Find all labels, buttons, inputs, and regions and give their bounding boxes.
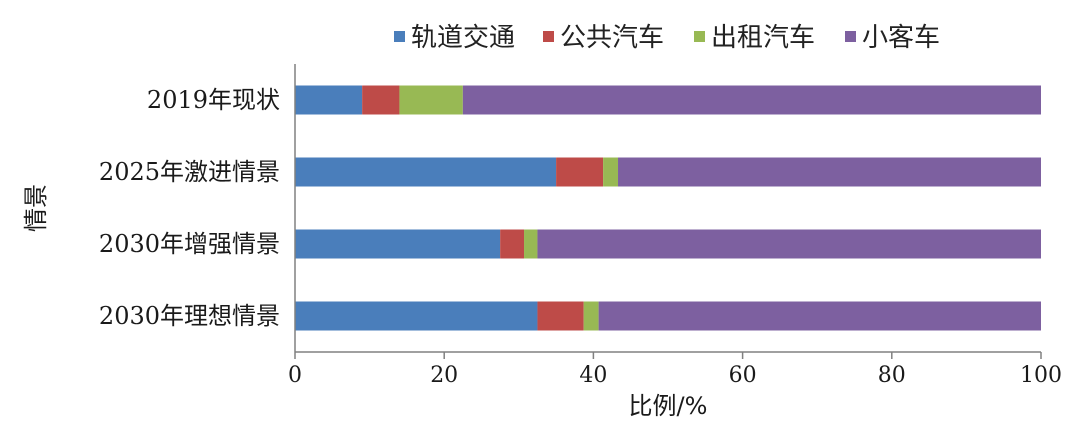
x-tick-label-6: 100 — [1020, 363, 1062, 388]
x-tick-label-5: 80 — [878, 363, 906, 388]
bars — [295, 85, 1042, 331]
legend: 轨道交通 公共汽车 出租汽车 小客车 — [394, 23, 940, 53]
bar-segment-1-2 — [362, 85, 400, 115]
bar-segment-3-4 — [537, 229, 1041, 259]
x-axis-title: 比例/% — [629, 392, 708, 420]
category-label-4: 2030年理想情景 — [99, 302, 280, 330]
bar-segment-4-1 — [295, 301, 538, 331]
bar-segment-3-3 — [524, 229, 538, 259]
bar-segment-1-1 — [295, 85, 363, 115]
bar-segment-2-4 — [618, 157, 1041, 187]
x-axis — [294, 64, 1041, 353]
bar-segment-4-4 — [598, 301, 1041, 331]
legend-label-4: 小客车 — [862, 23, 940, 53]
bar-segment-1-4 — [462, 85, 1042, 115]
category-labels: 2019年现状 2025年激进情景 2030年增强情景 2030年理想情景 — [99, 86, 280, 330]
category-label-1: 2019年现状 — [147, 86, 280, 114]
x-tick-label-3: 40 — [579, 363, 607, 388]
bar-segment-2-2 — [556, 157, 604, 187]
bar-segment-3-1 — [295, 229, 501, 259]
x-tick-label-1: 0 — [288, 363, 302, 388]
bar-segment-4-2 — [537, 301, 584, 331]
category-label-3: 2030年增强情景 — [99, 230, 280, 258]
y-axis-title: 情景 — [22, 184, 50, 232]
bar-segment-1-3 — [399, 85, 463, 115]
legend-label-1: 轨道交通 — [411, 23, 515, 53]
legend-swatch-3 — [694, 31, 705, 42]
category-label-2: 2025年激进情景 — [99, 158, 280, 186]
legend-swatch-2 — [543, 31, 554, 42]
legend-label-3: 出租汽车 — [711, 23, 815, 53]
legend-swatch-1 — [394, 31, 405, 42]
bar-segment-4-3 — [583, 301, 599, 331]
bar-segment-2-3 — [603, 157, 619, 187]
x-tick-label-2: 20 — [430, 363, 458, 388]
x-ticks: 0 20 40 60 80 100 — [288, 352, 1062, 388]
legend-label-2: 公共汽车 — [560, 23, 664, 53]
bar-segment-3-2 — [500, 229, 525, 259]
x-tick-label-4: 60 — [729, 363, 757, 388]
legend-swatch-4 — [845, 31, 856, 42]
bar-segment-2-1 — [295, 157, 557, 187]
